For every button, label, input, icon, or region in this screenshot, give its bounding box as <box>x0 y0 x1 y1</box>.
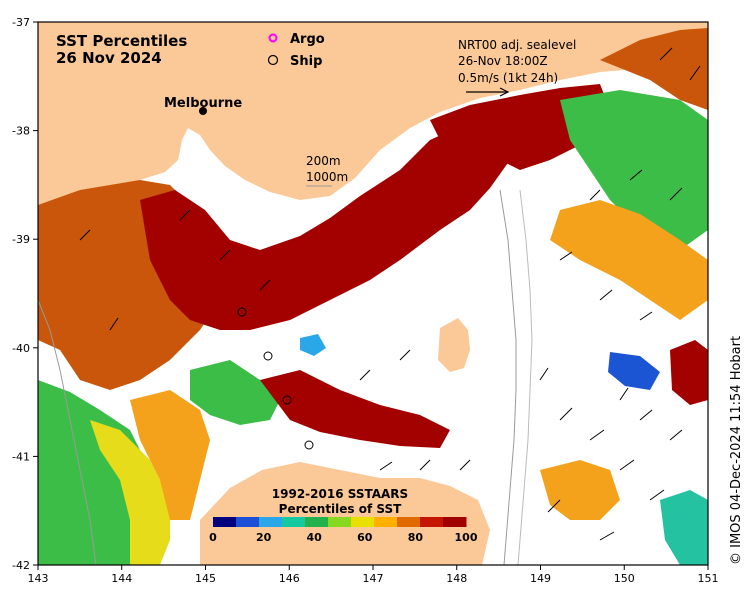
ship-marker <box>304 440 314 450</box>
argo-legend-label: Argo <box>290 32 325 47</box>
colorbar-segment <box>351 517 375 527</box>
sst-warm-bass-south <box>260 370 450 448</box>
y-axis-ticks: -37 -38 -39 -40 -41 -42 <box>12 16 38 572</box>
current-vectors <box>79 47 701 541</box>
land-mainland <box>38 22 708 205</box>
sst-orange-southwest <box>130 390 210 520</box>
y-tick-label: -42 <box>12 559 30 572</box>
x-tick-label: 147 <box>363 572 384 585</box>
colorbar-segment <box>236 517 260 527</box>
ship-legend-icon <box>267 54 279 66</box>
argo-legend-icon <box>268 33 278 43</box>
sst-warm-bass <box>140 122 510 330</box>
ship-legend-label: Ship <box>290 54 322 69</box>
colorbar-segment <box>328 517 352 527</box>
sst-blue-bass-patch <box>300 334 326 356</box>
colorbar-segment <box>282 517 306 527</box>
x-tick-label: 150 <box>614 572 635 585</box>
colorbar-segment <box>443 517 467 527</box>
colorbar-segment <box>259 517 283 527</box>
sst-green-east <box>560 90 708 250</box>
y-tick-label: -38 <box>12 125 30 138</box>
current-note-line2: 26-Nov 18:00Z <box>458 54 548 68</box>
sst-orange-southeast <box>540 460 620 520</box>
x-tick-label: 145 <box>195 572 216 585</box>
melbourne-marker <box>199 107 207 115</box>
x-tick-label: 144 <box>111 572 132 585</box>
ship-marker <box>263 351 273 361</box>
colorbar-title-line1: 1992-2016 SSTAARS <box>272 487 408 501</box>
ship-marker <box>237 307 247 317</box>
contour-200m <box>499 189 517 565</box>
y-tick-label: -39 <box>12 233 30 246</box>
colorbar-tick-label: 100 <box>455 531 478 544</box>
colorbar-ticks: 0 20 40 60 80 100 <box>209 531 478 544</box>
colorbar-title-line2: Percentiles of SST <box>279 502 402 516</box>
sst-blue-east-patch <box>608 352 660 390</box>
sst-orange-east <box>550 200 708 320</box>
ship-marker <box>282 395 292 405</box>
melbourne-label: Melbourne <box>164 96 242 111</box>
colorbar-segment <box>397 517 421 527</box>
ship-markers <box>237 307 314 450</box>
map-title-line2: 26 Nov 2024 <box>56 49 162 67</box>
colorbar-segment <box>305 517 329 527</box>
colorbar-segment <box>213 517 237 527</box>
y-tick-label: -41 <box>12 450 30 463</box>
contour-1000-label: 1000m <box>306 170 348 184</box>
x-tick-label: 146 <box>279 572 300 585</box>
copyright-text: © IMOS 04-Dec-2024 11:54 Hobart <box>729 336 744 565</box>
sst-green-bass-south <box>190 360 280 425</box>
colorbar-segment <box>420 517 444 527</box>
current-scale-arrow <box>466 87 510 97</box>
y-tick-label: -40 <box>12 342 30 355</box>
x-tick-label: 143 <box>28 572 49 585</box>
contour-200-label: 200m <box>306 154 341 168</box>
sst-warm-east-spot <box>670 340 708 405</box>
sst-teal-southeast <box>660 490 708 565</box>
sst-hot-east-edge <box>600 28 708 110</box>
colorbar-segment <box>374 517 398 527</box>
colorbar-tick-label: 80 <box>408 531 424 544</box>
x-tick-label: 148 <box>446 572 467 585</box>
contour-1000m <box>517 189 533 565</box>
land-tasmania <box>200 462 490 565</box>
current-note-line3: 0.5m/s (1kt 24h) <box>458 71 558 85</box>
colorbar <box>213 517 467 527</box>
map-title-line1: SST Percentiles <box>56 32 187 50</box>
colorbar-tick-label: 40 <box>307 531 323 544</box>
x-axis-ticks: 143 144 145 146 147 148 149 150 151 <box>28 565 719 585</box>
x-tick-label: 149 <box>530 572 551 585</box>
sst-green-southwest <box>38 380 150 565</box>
contour-west <box>38 299 97 565</box>
colorbar-tick-label: 20 <box>256 531 272 544</box>
colorbar-tick-label: 60 <box>357 531 373 544</box>
y-tick-label: -37 <box>12 16 30 29</box>
x-tick-label: 151 <box>698 572 719 585</box>
colorbar-tick-label: 0 <box>209 531 217 544</box>
land-flinders-island <box>438 318 470 372</box>
sst-yellow-southwest <box>90 420 170 565</box>
current-note-line1: NRT00 adj. sealevel <box>458 38 576 52</box>
